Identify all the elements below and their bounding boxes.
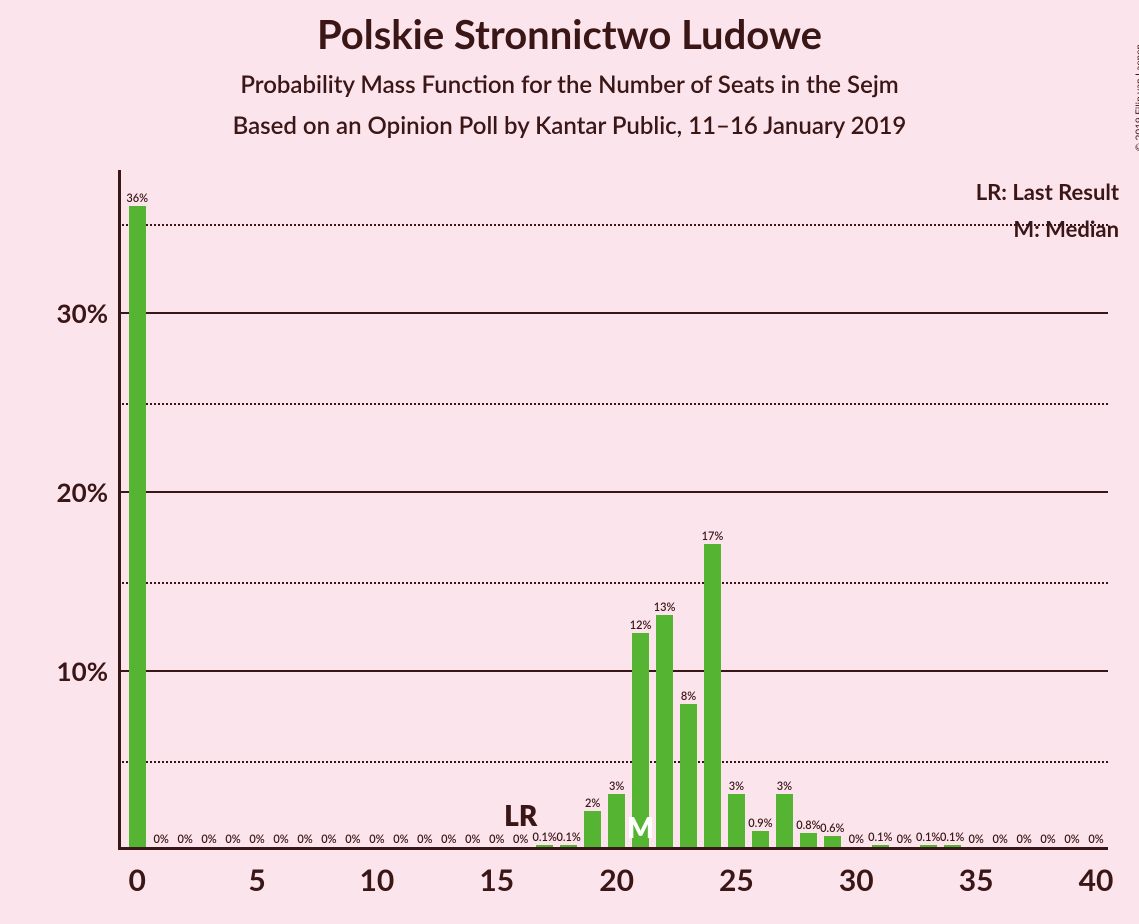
bar	[776, 794, 793, 847]
bar-value-label: 0%	[345, 833, 360, 846]
bar-value-label: 0%	[417, 833, 432, 846]
bar-value-label: 0%	[465, 833, 480, 846]
bar-value-label: 0%	[897, 833, 912, 846]
bar-value-label: 3%	[729, 780, 744, 793]
bar-value-label: 0%	[249, 833, 264, 846]
x-tick-label: 20	[599, 862, 634, 898]
bar-value-label: 13%	[654, 601, 676, 614]
bar-value-label: 0%	[273, 833, 288, 846]
gridline-major	[118, 491, 1108, 493]
y-tick-label: 10%	[57, 655, 108, 687]
gridline-minor	[118, 761, 1108, 763]
bar-value-label: 0.8%	[796, 819, 820, 832]
bar-value-label: 0%	[992, 833, 1007, 846]
y-tick-label: 20%	[57, 476, 108, 508]
bar-value-label: 0%	[1016, 833, 1031, 846]
bar-value-label: 0%	[849, 833, 864, 846]
bar	[800, 833, 817, 847]
bar-value-label: 3%	[609, 780, 624, 793]
gridline-minor	[118, 224, 1108, 226]
x-tick-label: 40	[1079, 862, 1114, 898]
bar-value-label: 0.1%	[916, 831, 940, 844]
bar-value-label: 0%	[153, 833, 168, 846]
bar	[728, 794, 745, 847]
bar-value-label: 0%	[177, 833, 192, 846]
bar-value-label: 0%	[489, 833, 504, 846]
bar-value-label: 0.1%	[533, 831, 557, 844]
bar-value-label: 12%	[630, 619, 652, 632]
bar	[656, 615, 673, 847]
x-tick-label: 30	[839, 862, 874, 898]
bar-value-label: 0%	[1088, 833, 1103, 846]
bar-value-label: 0.9%	[748, 817, 772, 830]
bar-value-label: 0%	[513, 833, 528, 846]
bar-value-label: 17%	[702, 530, 724, 543]
x-axis-line	[118, 847, 1108, 850]
bar-value-label: 0%	[1040, 833, 1055, 846]
bar-value-label: 0.1%	[940, 831, 964, 844]
x-tick-label: 10	[359, 862, 394, 898]
bar	[584, 811, 601, 847]
x-tick-label: 5	[248, 862, 265, 898]
bar-value-label: 2%	[585, 797, 600, 810]
chart-subtitle-1: Probability Mass Function for the Number…	[0, 70, 1139, 99]
chart-plot-area: 10%20%30%051015202530354036%0%0%0%0%0%0%…	[118, 170, 1108, 850]
gridline-minor	[118, 403, 1108, 405]
bar	[752, 831, 769, 847]
marker-last-result: LR	[504, 798, 537, 832]
gridline-major	[118, 312, 1108, 314]
bar-value-label: 0%	[441, 833, 456, 846]
bar	[872, 845, 889, 847]
bar-value-label: 0%	[297, 833, 312, 846]
bar-value-label: 8%	[681, 690, 696, 703]
x-tick-label: 0	[128, 862, 145, 898]
bar	[632, 633, 649, 847]
copyright-text: © 2019 Filip van Laenen	[1133, 44, 1139, 151]
bar	[608, 794, 625, 847]
bar-value-label: 0%	[1064, 833, 1079, 846]
x-tick-label: 15	[479, 862, 514, 898]
bar-value-label: 0.6%	[820, 822, 844, 835]
bar-value-label: 0%	[321, 833, 336, 846]
bar	[680, 704, 697, 847]
bar-value-label: 3%	[777, 780, 792, 793]
x-tick-label: 35	[959, 862, 994, 898]
bar-value-label: 0%	[393, 833, 408, 846]
y-tick-label: 30%	[57, 297, 108, 329]
y-axis-line	[118, 170, 121, 850]
bar	[536, 845, 553, 847]
gridline-major	[118, 670, 1108, 672]
bar-value-label: 0.1%	[556, 831, 580, 844]
bar	[920, 845, 937, 847]
bar	[129, 206, 146, 847]
bar-value-label: 0%	[369, 833, 384, 846]
bar	[944, 845, 961, 847]
bar-value-label: 0%	[969, 833, 984, 846]
bar	[704, 544, 721, 847]
bar-value-label: 0%	[201, 833, 216, 846]
bar-value-label: 0%	[225, 833, 240, 846]
chart-title: Polskie Stronnictwo Ludowe	[0, 10, 1139, 58]
gridline-minor	[118, 582, 1108, 584]
bar-value-label: 0.1%	[868, 831, 892, 844]
x-tick-label: 25	[719, 862, 754, 898]
bar-value-label: 36%	[126, 192, 148, 205]
bar	[560, 845, 577, 847]
bar	[824, 836, 841, 847]
chart-subtitle-2: Based on an Opinion Poll by Kantar Publi…	[0, 111, 1139, 140]
